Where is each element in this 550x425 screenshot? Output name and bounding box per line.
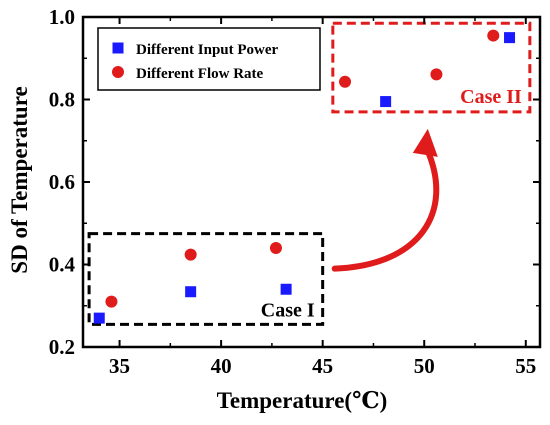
y-tick-label: 0.6 <box>49 170 75 194</box>
x-tick-label: 50 <box>414 354 435 378</box>
data-point-flow-rate <box>487 29 500 42</box>
legend-box <box>97 27 321 91</box>
case1-box <box>87 232 325 326</box>
y-tick-label: 1.0 <box>49 5 75 29</box>
data-point-flow-rate <box>105 295 118 308</box>
case2-label: Case II <box>460 86 522 108</box>
case1-label: Case I <box>261 299 315 321</box>
legend-marker <box>112 66 124 78</box>
curved-arrow-head <box>412 128 438 157</box>
legend-label: Different Input Power <box>136 42 279 58</box>
data-point-input-power <box>380 96 392 108</box>
x-tick-label: 55 <box>515 354 536 378</box>
data-point-input-power <box>280 283 292 295</box>
points-layer <box>93 29 516 324</box>
y-tick-label: 0.4 <box>49 253 76 277</box>
data-point-flow-rate <box>339 75 352 88</box>
legend-label: Different Flow Rate <box>136 66 264 82</box>
data-point-flow-rate <box>430 68 443 81</box>
x-axis-title: Temperature(℃) <box>217 388 388 413</box>
y-tick-label: 0.2 <box>49 335 75 359</box>
data-point-input-power <box>93 312 105 324</box>
axes-layer: 35 40 45 50 55 0.2 0.4 0.6 0.8 1.0 <box>49 5 542 378</box>
annotation-layer: Case I Case II <box>87 21 532 326</box>
data-point-input-power <box>185 286 197 298</box>
y-tick-label: 0.8 <box>49 88 75 112</box>
x-tick-label: 40 <box>211 354 232 378</box>
data-point-flow-rate <box>184 248 197 261</box>
case2-box <box>331 21 532 114</box>
y-axis-title: SD of Temperature <box>7 86 32 273</box>
legend: Different Input Power Different Flow Rate <box>97 27 321 91</box>
data-point-flow-rate <box>269 242 282 254</box>
legend-marker <box>112 42 124 54</box>
data-point-input-power <box>504 32 516 44</box>
x-tick-label: 35 <box>109 354 130 378</box>
curved-arrow-shaft <box>331 145 440 272</box>
x-tick-label: 45 <box>312 354 333 378</box>
